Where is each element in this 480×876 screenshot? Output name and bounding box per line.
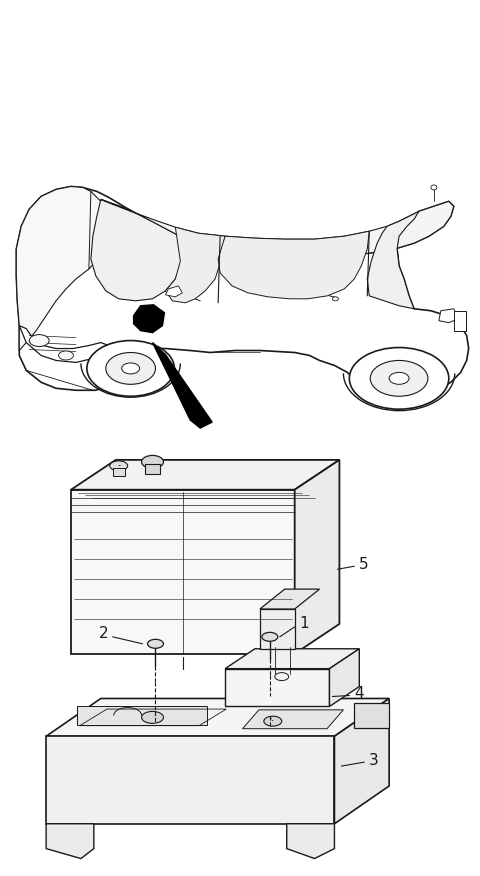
Ellipse shape (29, 335, 49, 347)
Bar (454, 311, 466, 330)
Polygon shape (19, 326, 109, 363)
Polygon shape (260, 609, 295, 649)
Ellipse shape (87, 341, 174, 396)
Polygon shape (101, 200, 454, 257)
Polygon shape (287, 823, 335, 858)
Ellipse shape (110, 461, 128, 470)
Text: 3: 3 (369, 752, 379, 767)
Polygon shape (46, 736, 335, 823)
Polygon shape (329, 649, 360, 706)
Polygon shape (354, 703, 389, 728)
Ellipse shape (262, 632, 278, 641)
Ellipse shape (106, 352, 156, 385)
Ellipse shape (147, 639, 164, 648)
Polygon shape (46, 698, 389, 736)
Polygon shape (242, 710, 343, 729)
Bar (144, 464, 160, 474)
Polygon shape (218, 231, 369, 299)
Ellipse shape (275, 673, 288, 681)
Polygon shape (166, 227, 225, 303)
Polygon shape (46, 823, 94, 858)
Polygon shape (367, 211, 419, 308)
Ellipse shape (349, 348, 449, 409)
Text: 5: 5 (360, 557, 369, 572)
Text: 4: 4 (354, 686, 364, 701)
Bar (113, 468, 125, 476)
Polygon shape (225, 649, 360, 668)
Polygon shape (16, 187, 468, 399)
Ellipse shape (264, 717, 282, 726)
Polygon shape (260, 590, 320, 609)
Polygon shape (439, 308, 459, 322)
Polygon shape (153, 343, 212, 428)
Polygon shape (133, 305, 165, 333)
Polygon shape (16, 187, 113, 350)
Polygon shape (166, 286, 182, 297)
Ellipse shape (142, 711, 164, 724)
Ellipse shape (142, 456, 164, 469)
Text: 2: 2 (99, 626, 109, 641)
Ellipse shape (431, 185, 437, 190)
Ellipse shape (59, 351, 73, 360)
Ellipse shape (333, 297, 338, 300)
Text: -: - (117, 462, 120, 470)
Text: 1: 1 (300, 617, 309, 632)
Polygon shape (335, 698, 389, 823)
Polygon shape (91, 200, 185, 300)
Ellipse shape (389, 372, 409, 385)
Polygon shape (295, 460, 339, 653)
Polygon shape (71, 460, 339, 490)
Polygon shape (77, 706, 207, 725)
Polygon shape (225, 668, 329, 706)
Polygon shape (71, 490, 295, 653)
Ellipse shape (122, 363, 140, 374)
Ellipse shape (370, 360, 428, 396)
